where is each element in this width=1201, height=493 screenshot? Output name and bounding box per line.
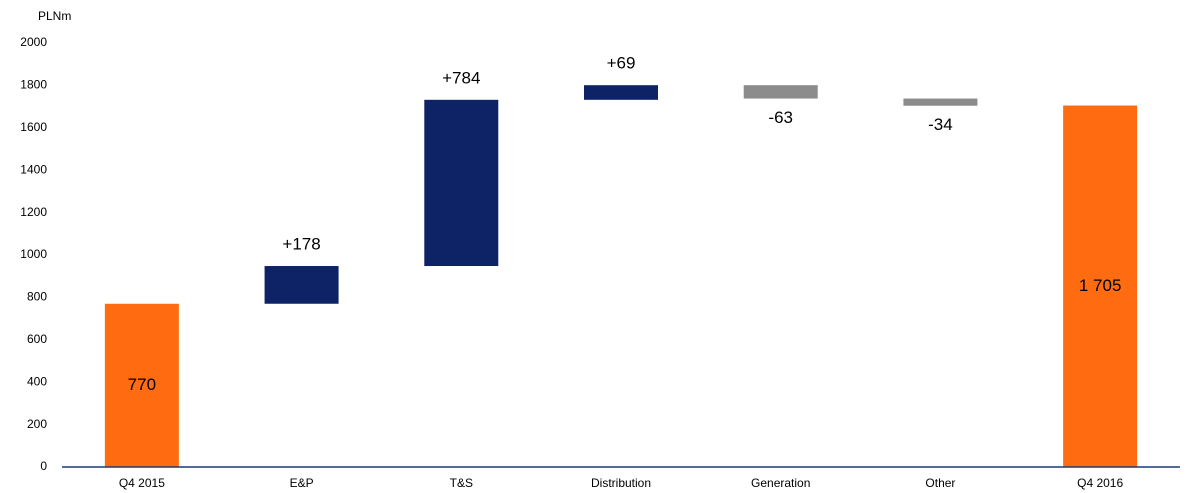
value-label: -34 (928, 115, 953, 134)
unit-label: PLNm (38, 9, 71, 23)
value-label: +178 (282, 235, 320, 254)
y-tick-label: 1800 (20, 78, 47, 92)
y-tick-label: 200 (27, 417, 47, 431)
x-tick-label: Distribution (591, 476, 651, 490)
bar (903, 98, 978, 106)
value-label: 1 705 (1079, 276, 1122, 295)
x-tick-label: Other (925, 476, 955, 490)
y-tick-label: 1400 (20, 162, 47, 176)
y-tick-label: 1200 (20, 205, 47, 219)
y-tick-label: 400 (27, 374, 47, 388)
value-label: -63 (768, 108, 793, 127)
bar (1063, 105, 1138, 467)
y-tick-label: 1000 (20, 247, 47, 261)
x-tick-label: Q4 2016 (1077, 476, 1123, 490)
x-tick-label: E&P (290, 476, 314, 490)
value-label: 770 (128, 375, 156, 394)
value-label: +784 (442, 68, 480, 87)
bar (264, 266, 339, 304)
y-tick-label: 800 (27, 290, 47, 304)
bar (743, 85, 818, 99)
y-tick-label: 0 (40, 459, 47, 473)
y-tick-label: 1600 (20, 120, 47, 134)
bar (424, 99, 499, 267)
x-tick-label: T&S (450, 476, 473, 490)
x-tick-label: Q4 2015 (119, 476, 165, 490)
y-tick-label: 2000 (20, 35, 47, 49)
bar (104, 303, 179, 467)
value-label: +69 (607, 54, 636, 73)
y-tick-label: 600 (27, 332, 47, 346)
x-tick-label: Generation (751, 476, 810, 490)
bar (584, 85, 658, 100)
